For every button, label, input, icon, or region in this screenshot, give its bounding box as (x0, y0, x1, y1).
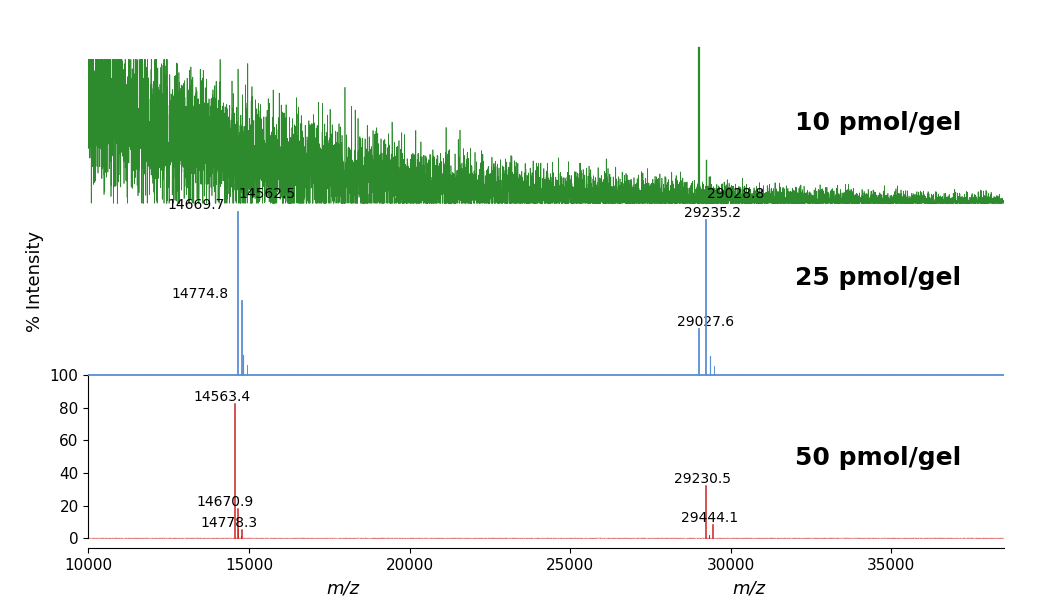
Text: 14778.3: 14778.3 (200, 516, 257, 530)
Text: m/z: m/z (732, 580, 765, 598)
Text: 14563.4: 14563.4 (193, 390, 251, 404)
Text: 14670.9: 14670.9 (197, 495, 254, 509)
Y-axis label: % Intensity: % Intensity (26, 231, 45, 333)
Text: 29028.8: 29028.8 (707, 188, 764, 202)
Text: 14562.5: 14562.5 (238, 188, 295, 202)
Text: 14669.7: 14669.7 (167, 197, 225, 211)
Text: 10 pmol/gel: 10 pmol/gel (795, 111, 961, 135)
Text: 25 pmol/gel: 25 pmol/gel (795, 266, 961, 290)
Text: 29027.6: 29027.6 (677, 315, 734, 329)
Text: 29444.1: 29444.1 (681, 511, 737, 525)
Text: 50 pmol/gel: 50 pmol/gel (795, 446, 961, 470)
Text: 29230.5: 29230.5 (674, 472, 731, 486)
Text: 29235.2: 29235.2 (683, 206, 740, 220)
Text: 14774.8: 14774.8 (172, 287, 228, 301)
Text: m/z: m/z (327, 580, 360, 598)
